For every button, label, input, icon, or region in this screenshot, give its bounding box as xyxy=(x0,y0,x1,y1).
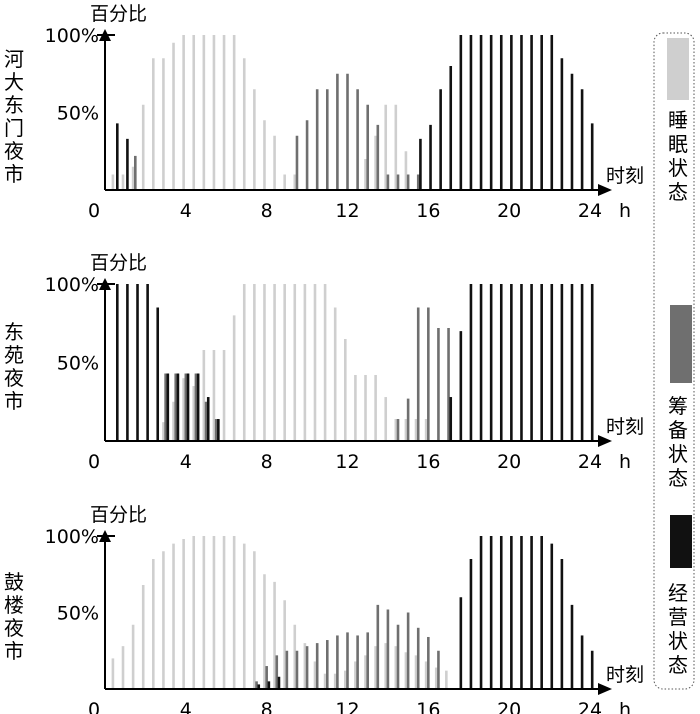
panel-title-char: 河 xyxy=(4,47,24,71)
legend-swatch-1 xyxy=(667,38,689,100)
x-tick-label: 8 xyxy=(261,200,273,222)
y-axis-label: 百分比 xyxy=(90,252,147,274)
x-unit-label: h xyxy=(619,699,631,714)
x-tick-label: 20 xyxy=(497,200,521,222)
legend-label-char: 态 xyxy=(668,466,688,490)
x-axis-arrow xyxy=(598,184,612,196)
x-tick-label: 24 xyxy=(578,451,602,473)
x-unit-label: h xyxy=(619,200,631,222)
panel-title-char: 鼓 xyxy=(4,570,24,594)
legend-label-char: 筹 xyxy=(668,394,688,418)
panel-title-char: 楼 xyxy=(4,593,24,617)
x-tick-label: 12 xyxy=(335,200,359,222)
y-axis-label: 百分比 xyxy=(90,504,147,526)
legend-label-char: 状 xyxy=(668,156,688,180)
x-tick-label: 8 xyxy=(261,451,273,473)
x-tick-label: 0 xyxy=(88,200,100,222)
x-tick-label: 12 xyxy=(335,451,359,473)
legend-swatch-2 xyxy=(670,305,692,383)
panel-title-char: 夜 xyxy=(4,139,24,163)
x-unit-label: h xyxy=(619,451,631,473)
panel-title-char: 夜 xyxy=(4,366,24,390)
panel-title-char: 市 xyxy=(4,389,24,413)
legend-label-char: 经 xyxy=(668,581,688,605)
legend-label-char: 态 xyxy=(668,653,688,677)
panel-title-char: 门 xyxy=(4,116,24,140)
y-axis-label: 百分比 xyxy=(90,3,147,25)
panel-title-char: 夜 xyxy=(4,616,24,640)
x-tick-label: 24 xyxy=(578,200,602,222)
panel-title-char: 市 xyxy=(4,639,24,663)
panel-title-char: 东 xyxy=(4,93,24,117)
panel-title-char: 东 xyxy=(4,320,24,344)
legend-label-char: 态 xyxy=(668,180,688,204)
y-tick-label: 100% xyxy=(45,25,99,47)
x-tick-label: 4 xyxy=(180,699,192,714)
y-tick-label: 50% xyxy=(57,353,99,375)
panel-title-char: 苑 xyxy=(4,343,24,367)
legend-swatch-3 xyxy=(670,515,692,568)
panel-title-char: 大 xyxy=(4,70,24,94)
x-tick-label: 8 xyxy=(261,699,273,714)
y-tick-label: 50% xyxy=(57,603,99,625)
x-tick-label: 12 xyxy=(335,699,359,714)
legend-label-char: 睡 xyxy=(668,108,688,132)
legend-label-char: 备 xyxy=(668,418,688,442)
x-axis-label: 时刻 xyxy=(606,416,644,438)
x-tick-label: 20 xyxy=(497,451,521,473)
legend-label-char: 状 xyxy=(668,442,688,466)
legend-label-char: 状 xyxy=(668,629,688,653)
x-tick-label: 4 xyxy=(180,200,192,222)
panel-title-char: 市 xyxy=(4,162,24,186)
x-tick-label: 16 xyxy=(416,200,440,222)
x-axis-arrow xyxy=(598,683,612,695)
x-tick-label: 0 xyxy=(88,451,100,473)
x-tick-label: 24 xyxy=(578,699,602,714)
y-tick-label: 50% xyxy=(57,103,99,125)
legend-label-char: 眠 xyxy=(668,132,688,156)
legend-border xyxy=(653,32,695,690)
x-tick-label: 16 xyxy=(416,451,440,473)
x-axis-label: 时刻 xyxy=(606,165,644,187)
x-tick-label: 16 xyxy=(416,699,440,714)
x-tick-label: 20 xyxy=(497,699,521,714)
x-axis-label: 时刻 xyxy=(606,664,644,686)
y-tick-label: 100% xyxy=(45,274,99,296)
x-tick-label: 0 xyxy=(88,699,100,714)
x-tick-label: 4 xyxy=(180,451,192,473)
x-axis-arrow xyxy=(598,435,612,447)
legend-label-char: 营 xyxy=(668,605,688,629)
y-tick-label: 100% xyxy=(45,526,99,548)
